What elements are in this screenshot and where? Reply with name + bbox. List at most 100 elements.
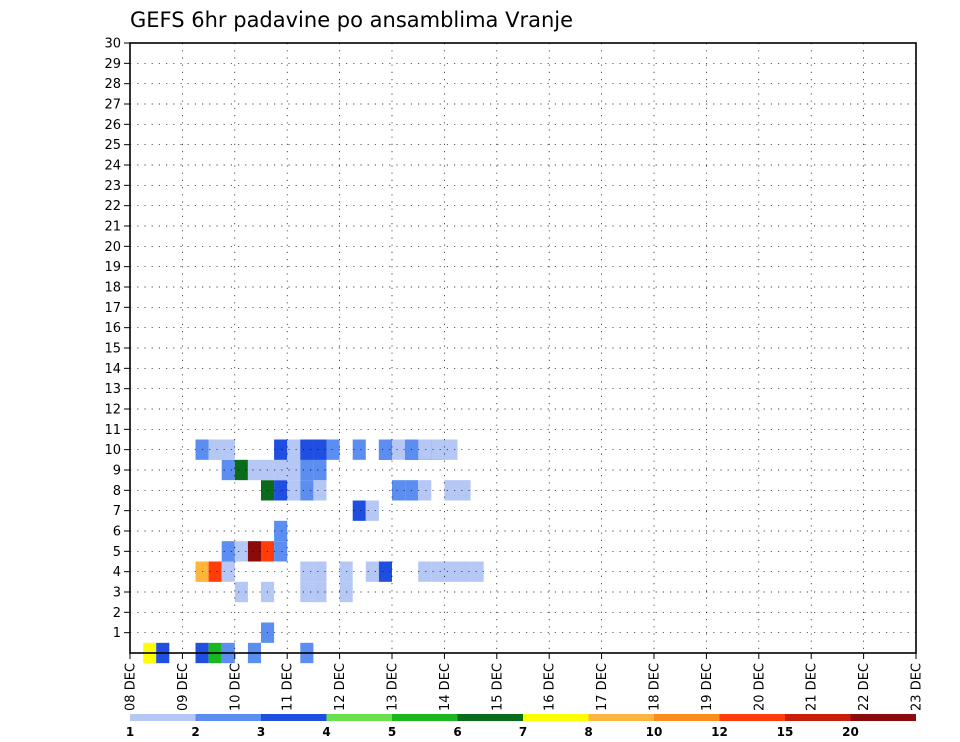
heatmap-cell (457, 561, 471, 582)
heatmap-cell (444, 561, 458, 582)
colorbar-label: 15 (777, 725, 794, 739)
x-tick-label: 13 DEC (386, 663, 401, 711)
heatmap-cell (392, 439, 406, 460)
heatmap-cell (457, 480, 471, 501)
y-tick-label: 10 (104, 443, 121, 458)
heatmap-cell (208, 561, 222, 582)
x-axis: 08 DEC 09 DEC 10 DEC 11 DEC 12 DEC 13 DEC 14 D… (124, 653, 925, 711)
colorbar-label: 20 (842, 725, 859, 739)
heatmap-cell (313, 581, 327, 603)
heatmap-cell (287, 480, 301, 501)
heatmap-cell (300, 581, 314, 603)
y-tick-label: 12 (104, 403, 121, 418)
x-tick-label: 22 DEC (857, 663, 872, 711)
x-tick-label: 16 DEC (543, 663, 558, 711)
x-tick-label: 20 DEC (752, 663, 767, 711)
colorbar-label: 12 (711, 725, 728, 739)
heatmap-cell (274, 439, 288, 460)
heatmap-cell (418, 480, 432, 501)
heatmap-cell (418, 561, 432, 582)
y-tick-label: 20 (104, 240, 121, 255)
y-tick-label: 4 (113, 565, 121, 580)
x-tick-label: 21 DEC (805, 663, 820, 711)
heatmap-cell (352, 439, 366, 460)
y-tick-label: 28 (104, 77, 121, 92)
colorbar-label: 3 (257, 725, 265, 739)
heatmap-cell (300, 459, 314, 481)
heatmap-cell (274, 459, 288, 481)
heatmap-cell (313, 459, 327, 481)
colorbar-swatch (654, 714, 720, 721)
heatmap-cell (418, 439, 432, 460)
heatmap-cell (221, 561, 235, 582)
heatmap-cell (444, 439, 458, 460)
colorbar-label: 8 (584, 725, 592, 739)
colorbar-swatch (588, 714, 654, 721)
heatmap-cell (208, 439, 222, 460)
y-tick-label: 2 (113, 606, 121, 621)
heatmap-cell (470, 561, 484, 582)
y-tick-label: 22 (104, 199, 121, 214)
heatmap-cell (234, 541, 248, 562)
heatmap-cell (378, 561, 392, 582)
colorbar-swatch (523, 714, 589, 721)
x-tick-label: 18 DEC (648, 663, 663, 711)
x-tick-label: 08 DEC (124, 663, 139, 711)
y-tick-label: 26 (104, 118, 121, 133)
heatmap-cell (444, 480, 458, 501)
x-tick-label: 17 DEC (595, 663, 610, 711)
heatmap-cell (431, 439, 445, 460)
y-axis: 1234567891011121314151617181920212223242… (104, 37, 130, 641)
heatmap-cell (221, 541, 235, 562)
colorbar-swatch (850, 714, 916, 721)
heatmap-cell (234, 459, 248, 481)
heatmap-cell (287, 459, 301, 481)
colorbar-swatch (130, 714, 196, 721)
heatmap-cell (247, 541, 261, 562)
grid-layer (130, 42, 916, 653)
y-tick-label: 25 (104, 138, 121, 153)
chart-title: GEFS 6hr padavine po ansamblima Vranje (130, 8, 573, 32)
cells-layer (143, 439, 484, 664)
heatmap-cell (274, 541, 288, 562)
heatmap-cell (300, 480, 314, 501)
y-tick-label: 27 (104, 98, 121, 113)
heatmap-cell (274, 520, 288, 542)
x-tick-label: 10 DEC (228, 663, 243, 711)
colorbar-swatch (326, 714, 392, 721)
y-tick-label: 19 (104, 260, 121, 275)
x-tick-label: 12 DEC (333, 663, 348, 711)
heatmap-cell (378, 439, 392, 460)
y-tick-label: 13 (104, 382, 121, 397)
y-tick-label: 5 (113, 545, 121, 560)
y-tick-label: 17 (104, 301, 121, 316)
y-tick-label: 1 (113, 626, 121, 641)
colorbar-swatch (719, 714, 785, 721)
heatmap-cell (287, 439, 301, 460)
y-tick-label: 3 (113, 586, 121, 601)
heatmap-cell (221, 439, 235, 460)
colorbar-label: 1 (126, 725, 134, 739)
heatmap-cell (234, 581, 248, 603)
y-tick-label: 18 (104, 281, 121, 296)
heatmap-cell (365, 561, 379, 582)
heatmap-cell (221, 459, 235, 481)
colorbar-label: 10 (646, 725, 663, 739)
colorbar-swatch (457, 714, 523, 721)
colorbar: 1 2 3 4 5 6 7 8 10 12 15 20 (126, 714, 916, 739)
colorbar-swatch (392, 714, 458, 721)
heatmap-cell (352, 500, 366, 521)
heatmap-cell (365, 500, 379, 521)
y-tick-label: 16 (104, 321, 121, 336)
x-tick-label: 23 DEC (910, 663, 925, 711)
y-tick-label: 8 (113, 484, 121, 499)
heatmap-cell (300, 439, 314, 460)
y-tick-label: 23 (104, 179, 121, 194)
heatmap-cell (326, 439, 340, 460)
y-tick-label: 29 (104, 57, 121, 72)
y-tick-label: 24 (104, 159, 121, 174)
colorbar-label: 5 (388, 725, 396, 739)
heatmap-cell (313, 561, 327, 582)
heatmap-cell (392, 480, 406, 501)
colorbar-label: 7 (519, 725, 527, 739)
